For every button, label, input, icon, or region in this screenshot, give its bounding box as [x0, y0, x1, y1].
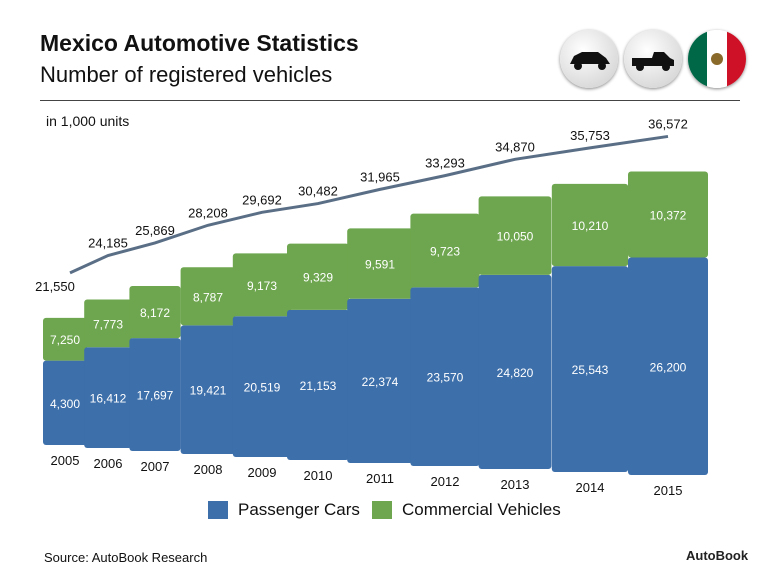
bar-commercial — [287, 243, 349, 310]
label-commercial: 9,591 — [365, 258, 395, 272]
bar-commercial — [84, 299, 132, 348]
legend-passenger: Passenger Cars — [208, 500, 360, 520]
total-label: 24,185 — [88, 236, 128, 251]
bar-commercial — [478, 196, 552, 275]
label-passenger: 19,421 — [190, 384, 227, 398]
bar-passenger — [628, 257, 708, 475]
bar-commercial — [43, 317, 87, 361]
x-tick-label: 2014 — [576, 480, 605, 495]
total-label: 28,208 — [188, 205, 228, 220]
x-tick-label: 2015 — [654, 483, 683, 498]
total-label: 31,965 — [360, 169, 400, 184]
bar-passenger — [478, 274, 552, 469]
label-passenger: 16,412 — [90, 392, 127, 406]
bar-passenger — [43, 360, 87, 445]
bar-commercial — [410, 213, 480, 288]
label-passenger: 17,697 — [137, 389, 174, 403]
total-line — [69, 134, 669, 275]
total-label: 33,293 — [425, 156, 465, 171]
x-tick-label: 2011 — [366, 471, 394, 486]
label-commercial: 10,372 — [650, 208, 687, 222]
total-label: 29,692 — [242, 192, 282, 207]
label-passenger: 25,543 — [572, 363, 609, 377]
units-label: in 1,000 units — [46, 113, 130, 129]
label-passenger: 4,300 — [50, 397, 80, 411]
label-commercial: 7,773 — [93, 317, 123, 331]
total-label: 30,482 — [298, 184, 338, 199]
label-commercial: 8,172 — [140, 306, 170, 320]
x-tick-label: 2006 — [94, 456, 123, 471]
bar-passenger — [129, 338, 181, 451]
label-passenger: 22,374 — [362, 375, 399, 389]
label-passenger: 24,820 — [497, 366, 534, 380]
x-tick-label: 2012 — [431, 474, 460, 489]
label-passenger: 23,570 — [427, 371, 464, 385]
bar-commercial — [232, 253, 292, 317]
autobook-logo: AutoBook — [686, 548, 749, 563]
source-note: Source: AutoBook Research — [44, 550, 208, 565]
page-subtitle: Number of registered vehicles — [40, 62, 333, 87]
legend-label: Passenger Cars — [238, 500, 360, 519]
bar-passenger — [347, 298, 413, 463]
total-label: 25,869 — [135, 223, 175, 238]
car-icon — [560, 30, 618, 88]
divider — [40, 100, 740, 101]
bar-passenger — [180, 325, 236, 454]
bar-commercial — [347, 228, 413, 299]
label-commercial: 10,210 — [572, 219, 609, 233]
total-label: 36,572 — [648, 116, 688, 131]
total-label: 34,870 — [495, 139, 535, 154]
label-passenger: 26,200 — [650, 360, 687, 374]
legend-swatch-passenger — [208, 501, 228, 519]
label-commercial: 9,723 — [430, 244, 460, 258]
bar-commercial — [628, 171, 708, 258]
x-tick-label: 2007 — [141, 459, 170, 474]
total-label: 35,753 — [570, 128, 610, 143]
label-commercial: 7,250 — [50, 333, 80, 347]
bar-passenger — [551, 266, 629, 472]
mexico-flag-icon — [688, 30, 746, 88]
bar-commercial — [180, 267, 236, 326]
bar-passenger — [287, 309, 349, 460]
x-tick-label: 2013 — [501, 477, 530, 492]
bar-passenger — [84, 347, 132, 448]
bar-passenger — [410, 287, 480, 466]
x-tick-label: 2008 — [194, 462, 223, 477]
bar-commercial — [129, 285, 181, 339]
bar-commercial — [551, 183, 629, 267]
page-title: Mexico Automotive Statistics — [40, 30, 359, 56]
x-tick-label: 2010 — [304, 468, 333, 483]
pickup-truck-icon — [624, 30, 682, 88]
x-tick-label: 2009 — [248, 465, 277, 480]
label-passenger: 20,519 — [244, 381, 281, 395]
label-commercial: 10,050 — [497, 230, 534, 244]
legend-label: Commercial Vehicles — [402, 500, 561, 519]
bar-passenger — [232, 316, 292, 457]
legend-commercial: Commercial Vehicles — [372, 500, 561, 520]
total-label: 21,550 — [35, 279, 75, 294]
label-commercial: 9,329 — [303, 271, 333, 285]
label-commercial: 8,787 — [193, 290, 223, 304]
x-tick-label: 2005 — [51, 453, 80, 468]
legend-swatch-commercial — [372, 501, 392, 519]
label-passenger: 21,153 — [300, 379, 337, 393]
label-commercial: 9,173 — [247, 279, 277, 293]
stacked-bar-chart: 4,300 7,250 2005 21,550 16,412 7,773 2006 24,18… — [35, 116, 708, 498]
